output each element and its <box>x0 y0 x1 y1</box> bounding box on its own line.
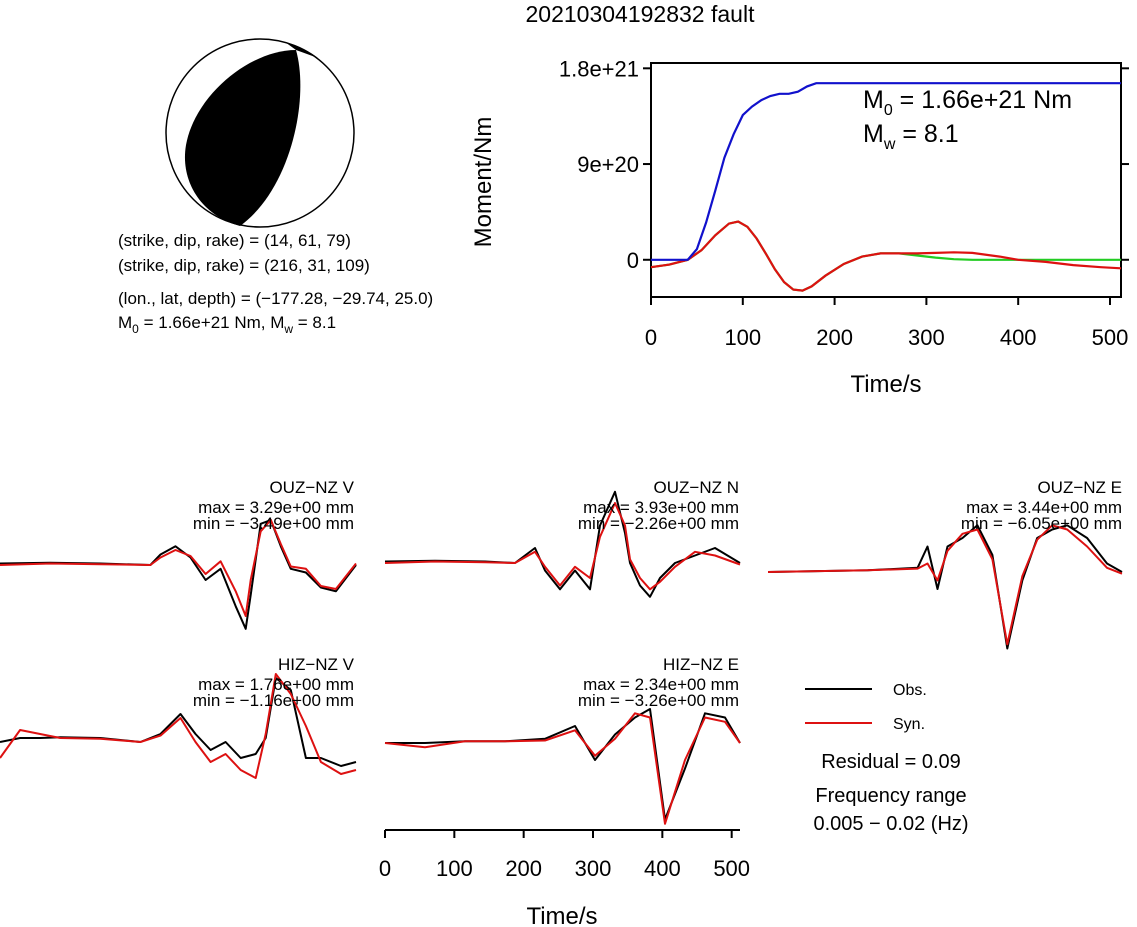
station-label: HIZ−NZ E <box>663 655 739 674</box>
station-min: min = −1.16e+00 mm <box>193 691 354 710</box>
station-max: max = 2.34e+00 mm <box>583 675 739 694</box>
moment-xtick-label: 0 <box>645 325 657 350</box>
moment-xtick-label: 100 <box>724 325 761 350</box>
beachball <box>165 38 355 228</box>
nodal-plane-2: (strike, dip, rake) = (216, 31, 109) <box>118 256 370 275</box>
synthetic-waveform <box>0 519 357 617</box>
station-max: max = 1.76e+00 mm <box>198 675 354 694</box>
moment-xtick-label: 300 <box>908 325 945 350</box>
moment-xtick-label: 500 <box>1092 325 1129 350</box>
moment-ylabel: Moment/Nm <box>470 117 497 248</box>
observed-waveform <box>385 708 741 821</box>
moment-ytick-label: 0 <box>627 248 639 273</box>
legend-obs-label: Obs. <box>893 682 927 699</box>
waveform-xtick-label: 400 <box>644 856 681 881</box>
hypocenter: (lon., lat, depth) = (−177.28, −29.74, 2… <box>118 289 433 308</box>
moment-ytick-label: 1.8e+21 <box>559 56 639 81</box>
moment-xlabel: Time/s <box>850 371 921 398</box>
station-label: OUZ−NZ V <box>269 478 354 497</box>
synthetic-waveform <box>0 673 357 779</box>
synthetic-waveform <box>767 524 1123 646</box>
waveform-xtick-label: 0 <box>379 856 391 881</box>
frequency-value: 0.005 − 0.02 (Hz) <box>813 813 968 835</box>
observed-waveform <box>0 519 357 630</box>
observed-waveform <box>767 524 1123 650</box>
residual-text: Residual = 0.09 <box>821 751 961 773</box>
nodal-plane-1: (strike, dip, rake) = (14, 61, 79) <box>118 231 351 250</box>
station-min: min = −2.26e+00 mm <box>578 514 739 533</box>
legend-syn-label: Syn. <box>893 716 925 733</box>
moment-annotation-mw: Mw = 8.1 <box>863 120 959 153</box>
moment-chart-frame <box>650 62 1122 298</box>
station-max: max = 3.93e+00 mm <box>583 498 739 517</box>
waveform-xtick-label: 100 <box>436 856 473 881</box>
moment-cumulative-line <box>651 82 1121 261</box>
moment-rate-red-line <box>650 220 1122 292</box>
beachball-info: (strike, dip, rake) = (14, 61, 79) (stri… <box>118 231 433 336</box>
moment-summary: M0 = 1.66e+21 Nm, Mw = 8.1 <box>118 313 336 336</box>
waveform-xlabel: Time/s <box>526 903 597 927</box>
moment-xtick-label: 400 <box>1000 325 1037 350</box>
station-max: max = 3.44e+00 mm <box>966 498 1122 517</box>
station-min: min = −6.05e+00 mm <box>961 514 1122 533</box>
synthetic-waveform <box>384 502 741 591</box>
beachball-compressional-quadrant <box>184 50 301 226</box>
beachball-top-wedge <box>285 42 318 58</box>
station-label: HIZ−NZ V <box>278 655 355 674</box>
waveform-xtick-label: 300 <box>575 856 612 881</box>
waveform-xtick-label: 500 <box>713 856 750 881</box>
moment-rate-green-line <box>650 220 1121 292</box>
legend: Obs. Syn. Residual = 0.09 Frequency rang… <box>805 682 969 835</box>
moment-ytick-label: 9e+20 <box>577 152 639 177</box>
station-max: max = 3.29e+00 mm <box>198 498 354 517</box>
moment-annotation-m0: M0 = 1.66e+21 Nm <box>863 86 1072 119</box>
station-label: OUZ−NZ E <box>1037 478 1122 497</box>
waveform-xaxis: 0 100 200 300 400 500 Time/s <box>379 829 750 927</box>
waveform-xtick-label: 200 <box>505 856 542 881</box>
frequency-label: Frequency range <box>815 785 966 807</box>
synthetic-waveform <box>384 712 741 825</box>
station-label: OUZ−NZ N <box>654 478 739 497</box>
figure-title: 20210304192832 fault <box>526 1 756 27</box>
station-min: min = −3.49e+00 mm <box>193 514 354 533</box>
station-min: min = −3.26e+00 mm <box>578 691 739 710</box>
moment-xtick-label: 200 <box>816 325 853 350</box>
